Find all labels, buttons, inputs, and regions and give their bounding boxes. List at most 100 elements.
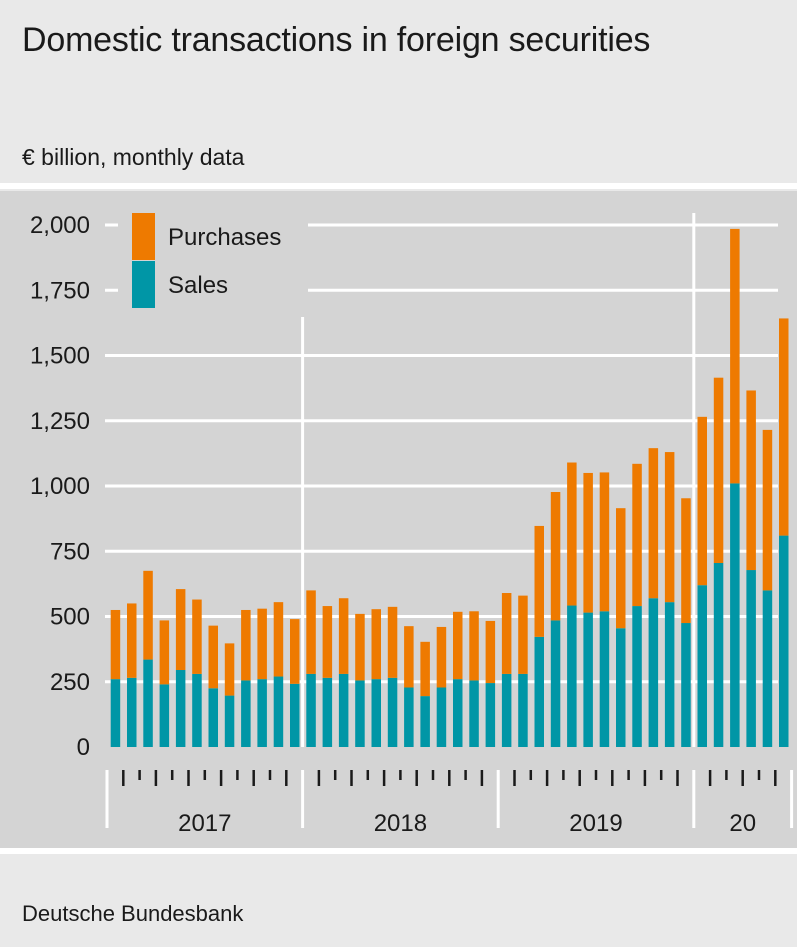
bar-sales bbox=[420, 696, 430, 747]
bar-purchases bbox=[746, 390, 756, 571]
bar-sales bbox=[257, 679, 267, 747]
bar-purchases bbox=[420, 641, 430, 697]
y-tick-label: 750 bbox=[50, 538, 90, 565]
bar-sales bbox=[616, 628, 626, 747]
x-year-label: 2017 bbox=[178, 810, 231, 837]
chart-subtitle: € billion, monthly data bbox=[22, 144, 245, 170]
bar-sales bbox=[241, 680, 251, 747]
bar-purchases bbox=[257, 608, 267, 680]
bar-purchases bbox=[127, 603, 137, 678]
bar-sales bbox=[567, 605, 577, 747]
y-axis-ticks: 0 250 500 750 1,000 1,250 1,500 1,750 2,000 bbox=[30, 212, 90, 761]
top-separator bbox=[0, 183, 797, 189]
y-tick-label: 500 bbox=[50, 604, 90, 631]
bar-sales bbox=[290, 683, 300, 747]
source-note: Deutsche Bundesbank bbox=[22, 901, 244, 926]
bar-sales bbox=[404, 687, 414, 747]
bar-purchases bbox=[387, 606, 398, 678]
bar-purchases bbox=[501, 593, 512, 674]
legend-label: Sales bbox=[168, 272, 228, 299]
bar-sales bbox=[110, 679, 121, 747]
bar-sales bbox=[599, 611, 610, 747]
bar-sales bbox=[583, 612, 593, 747]
bar-purchases bbox=[599, 472, 610, 612]
bar-sales bbox=[273, 676, 284, 747]
bar-purchases bbox=[730, 228, 740, 484]
bar-purchases bbox=[713, 377, 724, 563]
bar-purchases bbox=[404, 626, 414, 688]
bar-purchases bbox=[583, 472, 593, 613]
bar-sales bbox=[224, 695, 235, 747]
bar-purchases bbox=[567, 462, 577, 606]
bar-purchases bbox=[632, 463, 642, 607]
bar-purchases bbox=[371, 609, 381, 680]
bar-purchases bbox=[175, 589, 186, 671]
bar-purchases bbox=[355, 613, 365, 681]
bar-purchases bbox=[648, 448, 659, 599]
bar-purchases bbox=[338, 598, 349, 674]
bar-sales bbox=[762, 590, 773, 747]
bar-purchases bbox=[306, 590, 316, 674]
bar-purchases bbox=[453, 611, 463, 680]
chart-title: Domestic transactions in foreign securit… bbox=[22, 21, 651, 59]
bar-purchases bbox=[762, 429, 773, 591]
bar-sales bbox=[550, 620, 561, 747]
bar-purchases bbox=[485, 620, 496, 684]
bar-sales bbox=[746, 570, 756, 747]
bar-sales bbox=[306, 673, 316, 747]
y-tick-label: 1,750 bbox=[30, 277, 90, 304]
bar-purchases bbox=[208, 625, 218, 689]
bar-purchases bbox=[697, 416, 707, 586]
bar-purchases bbox=[518, 595, 528, 674]
bar-purchases bbox=[469, 611, 479, 681]
bar-sales bbox=[208, 688, 218, 747]
bar-sales bbox=[322, 677, 333, 747]
y-tick-label: 1,500 bbox=[30, 343, 90, 370]
bar-sales bbox=[127, 677, 137, 747]
bar-purchases bbox=[143, 570, 153, 660]
x-year-label: 20 bbox=[729, 810, 756, 837]
bar-sales bbox=[713, 562, 724, 747]
bar-sales bbox=[338, 673, 349, 747]
bar-purchases bbox=[436, 626, 447, 688]
bar-sales bbox=[387, 677, 398, 747]
y-tick-label: 1,000 bbox=[30, 473, 90, 500]
bars bbox=[110, 228, 789, 747]
bar-purchases bbox=[550, 492, 561, 621]
bar-sales bbox=[485, 683, 496, 747]
y-tick-label: 250 bbox=[50, 669, 90, 696]
bar-purchases bbox=[159, 620, 170, 685]
bar-purchases bbox=[322, 606, 333, 678]
bar-purchases bbox=[224, 643, 235, 696]
bar-purchases bbox=[290, 619, 300, 684]
bar-sales bbox=[192, 673, 202, 747]
bar-sales bbox=[779, 535, 789, 747]
bar-sales bbox=[355, 680, 365, 747]
bar-sales bbox=[453, 679, 463, 747]
legend: Purchases Sales bbox=[118, 205, 308, 317]
bar-sales bbox=[697, 585, 707, 747]
bar-sales bbox=[501, 673, 512, 747]
x-year-label: 2019 bbox=[569, 810, 622, 837]
bar-sales bbox=[730, 483, 740, 747]
bar-purchases bbox=[110, 609, 121, 680]
bar-sales bbox=[159, 684, 170, 747]
bar-sales bbox=[648, 598, 659, 747]
legend-label: Purchases bbox=[168, 224, 281, 251]
bar-sales bbox=[518, 673, 528, 747]
legend-swatch bbox=[132, 261, 155, 308]
bar-purchases bbox=[779, 318, 789, 536]
bar-purchases bbox=[664, 452, 675, 603]
bottom-separator bbox=[0, 848, 797, 854]
bar-purchases bbox=[534, 525, 544, 637]
x-year-label: 2018 bbox=[374, 810, 427, 837]
y-tick-label: 2,000 bbox=[30, 212, 90, 239]
bar-sales bbox=[143, 659, 153, 747]
bar-sales bbox=[175, 670, 186, 747]
legend-swatch bbox=[132, 213, 155, 260]
y-tick-label: 0 bbox=[77, 734, 90, 761]
bar-purchases bbox=[681, 498, 691, 624]
bar-sales bbox=[664, 602, 675, 747]
bar-sales bbox=[371, 679, 381, 747]
